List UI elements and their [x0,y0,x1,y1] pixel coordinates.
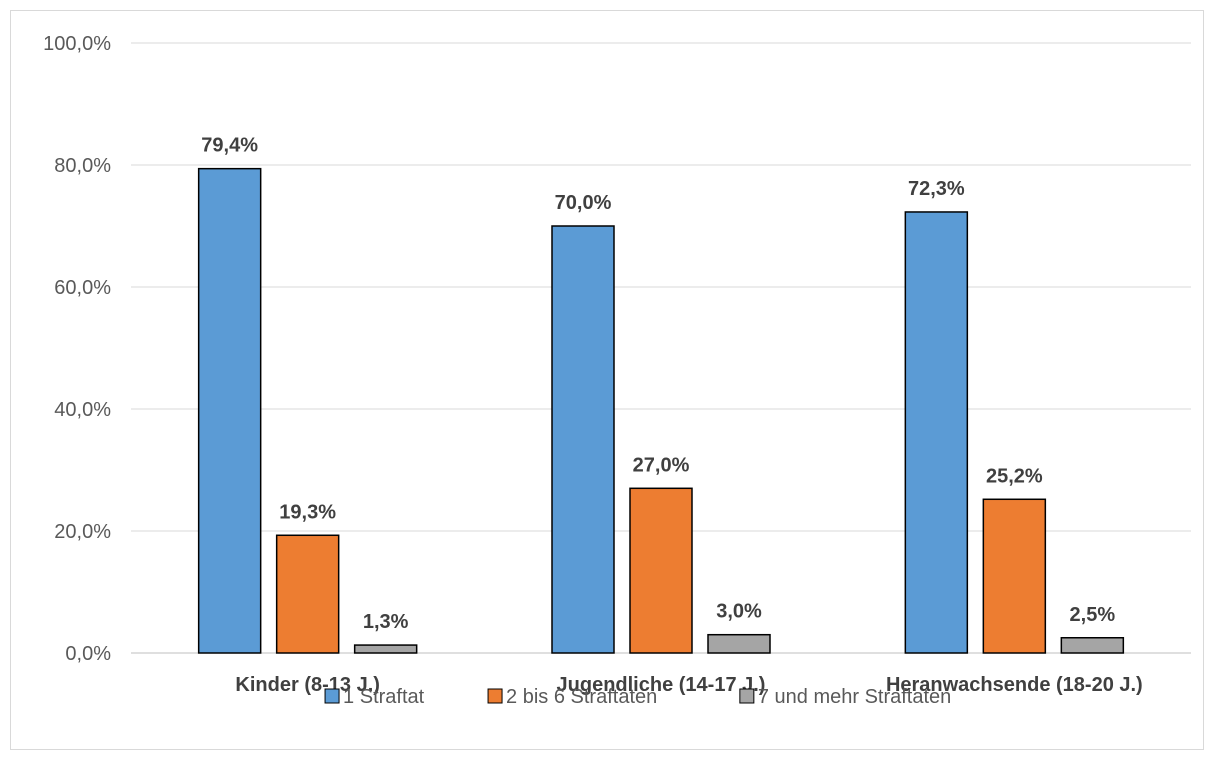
y-tick-label: 100,0% [43,33,111,55]
bar-chart: 0,0% 20,0% 40,0% 60,0% 80,0% 100,0% 79,4% 19,3… [43,33,1191,708]
legend-swatch [487,688,503,704]
legend-label: 2 bis 6 Straftaten [506,686,657,708]
bar-2-3 [982,498,1047,654]
bar-1-1 [197,167,262,654]
data-label: 3,0% [716,601,762,623]
x-category-label: Jugendliche (14-17 J.) [557,674,766,696]
data-label: 72,3% [908,178,965,200]
legend-label: 1 Straftat [343,686,425,708]
data-label: 25,2% [986,465,1043,487]
bar-1-3 [904,211,969,654]
bar-3-2 [707,633,771,654]
y-tick-label: 60,0% [54,277,111,299]
y-tick-label: 40,0% [54,399,111,421]
x-category-label: Heranwachsende (18-20 J.) [886,674,1143,696]
bar-2-2 [629,487,693,654]
legend-label: 7 und mehr Straftaten [758,686,951,708]
y-tick-label: 20,0% [54,521,111,543]
data-label: 70,0% [555,192,612,214]
x-category-label: Kinder (8-13 J.) [235,674,379,696]
data-labels: 79,4% 19,3% 1,3% 70,0% 27,0% 3,0% 72,3% 25,2% 2,… [201,135,1115,633]
bar-1-2 [551,225,615,654]
data-label: 79,4% [201,135,258,157]
data-label: 1,3% [363,611,409,633]
data-label: 2,5% [1070,604,1116,626]
legend: 1 Straftat 2 bis 6 Straftaten 7 und mehr S… [324,686,951,708]
legend-swatch [739,688,755,704]
bar-2-1 [275,534,340,654]
legend-swatch [324,688,340,704]
bar-3-3 [1060,637,1125,654]
bar-3-1 [353,644,418,654]
data-label: 19,3% [279,501,336,523]
bars [197,167,1125,654]
y-axis-ticks: 0,0% 20,0% 40,0% 60,0% 80,0% 100,0% [43,33,111,665]
y-tick-label: 80,0% [54,155,111,177]
y-tick-label: 0,0% [65,643,111,665]
data-label: 27,0% [633,454,690,476]
chart-frame: 0,0% 20,0% 40,0% 60,0% 80,0% 100,0% 79,4% 19,3… [10,10,1204,750]
x-axis-categories: Kinder (8-13 J.) Jugendliche (14-17 J.) He… [235,674,1142,696]
